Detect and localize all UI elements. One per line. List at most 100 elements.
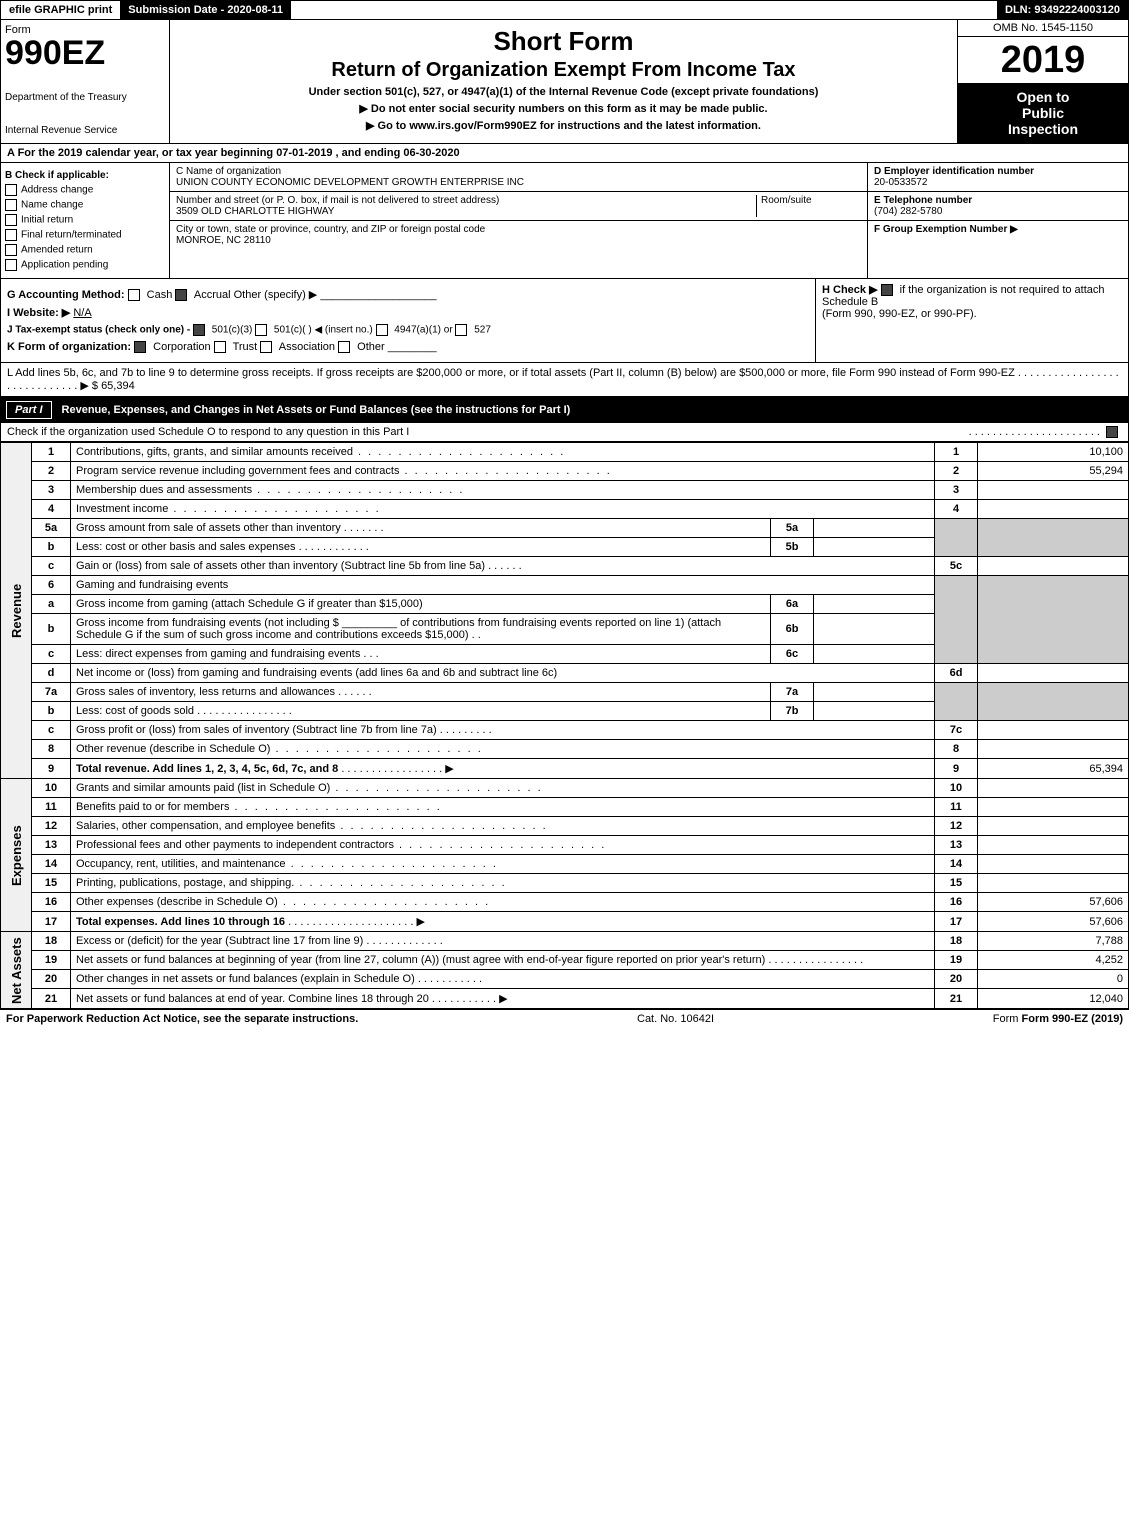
chk-527[interactable] xyxy=(455,324,467,336)
l5a-num: 5a xyxy=(32,519,71,538)
footer-left: For Paperwork Reduction Act Notice, see … xyxy=(6,1013,358,1025)
row-l-text: L Add lines 5b, 6c, and 7b to line 9 to … xyxy=(7,367,1015,379)
chk-trust[interactable] xyxy=(214,341,226,353)
ein-label: D Employer identification number xyxy=(874,166,1034,177)
form-number: 990EZ xyxy=(5,36,165,70)
part1-header: Part I Revenue, Expenses, and Changes in… xyxy=(0,397,1129,423)
l8-num: 8 xyxy=(32,740,71,759)
l13-amount xyxy=(978,836,1129,855)
l10-amount xyxy=(978,779,1129,798)
chk-501c3[interactable] xyxy=(193,324,205,336)
l9-desc: Total revenue. Add lines 1, 2, 3, 4, 5c,… xyxy=(76,763,338,775)
subtitle: Under section 501(c), 527, or 4947(a)(1)… xyxy=(178,86,949,98)
l3-cn: 3 xyxy=(935,481,978,500)
l4-amount xyxy=(978,500,1129,519)
street-label: Number and street (or P. O. box, if mail… xyxy=(176,195,756,206)
l6d-amount xyxy=(978,664,1129,683)
l15-amount xyxy=(978,874,1129,893)
chk-schedule-o[interactable] xyxy=(1106,426,1118,438)
l5c-num: c xyxy=(32,557,71,576)
l11-num: 11 xyxy=(32,798,71,817)
l2-desc: Program service revenue including govern… xyxy=(76,465,399,477)
info-left: G Accounting Method: Cash Accrual Other … xyxy=(1,279,815,362)
j-501c3: 501(c)(3) xyxy=(212,325,253,336)
chk-address-change[interactable] xyxy=(5,184,17,196)
chk-other-org[interactable] xyxy=(338,341,350,353)
form-number-cell: Form 990EZ Department of the Treasury In… xyxy=(1,20,170,143)
footer-center: Cat. No. 10642I xyxy=(637,1013,714,1025)
g-cash: Cash xyxy=(147,289,173,301)
l5a-val xyxy=(814,519,935,538)
l11-desc: Benefits paid to or for members xyxy=(76,801,229,813)
l9-cn: 9 xyxy=(935,759,978,779)
chk-cash[interactable] xyxy=(128,289,140,301)
l15-num: 15 xyxy=(32,874,71,893)
l1-num: 1 xyxy=(32,443,71,462)
opt-initial-return: Initial return xyxy=(21,215,73,226)
col-b-checkboxes: B Check if applicable: Address change Na… xyxy=(1,163,170,278)
l17-desc: Total expenses. Add lines 10 through 16 xyxy=(76,916,285,928)
city-value: MONROE, NC 28110 xyxy=(176,235,861,246)
c-org-name: UNION COUNTY ECONOMIC DEVELOPMENT GROWTH… xyxy=(176,177,861,188)
l14-num: 14 xyxy=(32,855,71,874)
chk-accrual[interactable] xyxy=(175,289,187,301)
l7c-num: c xyxy=(32,721,71,740)
l9-num: 9 xyxy=(32,759,71,779)
part1-sub-row: Check if the organization used Schedule … xyxy=(0,423,1129,442)
l8-desc: Other revenue (describe in Schedule O) xyxy=(76,743,270,755)
l6-shade-amt xyxy=(978,576,1129,664)
chk-initial-return[interactable] xyxy=(5,214,17,226)
chk-corp[interactable] xyxy=(134,341,146,353)
l7b-num: b xyxy=(32,702,71,721)
l4-num: 4 xyxy=(32,500,71,519)
website-value: N/A xyxy=(73,307,91,319)
l9-amount: 65,394 xyxy=(978,759,1129,779)
l5b-num: b xyxy=(32,538,71,557)
row-l-amount: $ 65,394 xyxy=(92,380,135,392)
efile-label: efile GRAPHIC print xyxy=(1,1,120,19)
room-label: Room/suite xyxy=(761,195,861,206)
chk-h[interactable] xyxy=(881,284,893,296)
opt-final-return: Final return/terminated xyxy=(21,230,122,241)
l4-cn: 4 xyxy=(935,500,978,519)
l2-cn: 2 xyxy=(935,462,978,481)
l3-desc: Membership dues and assessments xyxy=(76,484,252,496)
l17-cn: 17 xyxy=(935,912,978,932)
l17-num: 17 xyxy=(32,912,71,932)
l17-amount: 57,606 xyxy=(978,912,1129,932)
main-title: Return of Organization Exempt From Incom… xyxy=(178,59,949,82)
l4-desc: Investment income xyxy=(76,503,168,515)
k-other: Other xyxy=(357,341,385,353)
l18-num: 18 xyxy=(32,932,71,951)
chk-final-return[interactable] xyxy=(5,229,17,241)
chk-amended[interactable] xyxy=(5,244,17,256)
inspection-line3: Inspection xyxy=(962,121,1124,137)
chk-name-change[interactable] xyxy=(5,199,17,211)
chk-501c[interactable] xyxy=(255,324,267,336)
l7a-val xyxy=(814,683,935,702)
top-bar: efile GRAPHIC print Submission Date - 20… xyxy=(0,0,1129,20)
l7c-desc: Gross profit or (loss) from sales of inv… xyxy=(76,724,437,736)
irs-label: Internal Revenue Service xyxy=(5,125,165,136)
l6d-cn: 6d xyxy=(935,664,978,683)
l21-desc: Net assets or fund balances at end of ye… xyxy=(76,993,429,1005)
col-d-ids: D Employer identification number 20-0533… xyxy=(867,163,1128,278)
h-text2: (Form 990, 990-EZ, or 990-PF). xyxy=(822,308,977,320)
dln-box: DLN: 93492224003120 xyxy=(997,1,1128,19)
part1-label: Part I xyxy=(6,401,52,419)
l12-amount xyxy=(978,817,1129,836)
l7-shade xyxy=(935,683,978,721)
l6b-desc1: Gross income from fundraising events (no… xyxy=(76,617,339,629)
chk-app-pending[interactable] xyxy=(5,259,17,271)
footer-right-text: Form 990-EZ (2019) xyxy=(1022,1013,1123,1025)
l8-amount xyxy=(978,740,1129,759)
l1-amount: 10,100 xyxy=(978,443,1129,462)
l6a-desc: Gross income from gaming (attach Schedul… xyxy=(71,595,771,614)
expenses-side-label: Expenses xyxy=(1,779,32,932)
j-label: J Tax-exempt status (check only one) - xyxy=(7,325,190,336)
l20-desc: Other changes in net assets or fund bala… xyxy=(76,973,415,985)
chk-assoc[interactable] xyxy=(260,341,272,353)
chk-4947[interactable] xyxy=(376,324,388,336)
l6a-mn: 6a xyxy=(771,595,814,614)
l7c-amount xyxy=(978,721,1129,740)
